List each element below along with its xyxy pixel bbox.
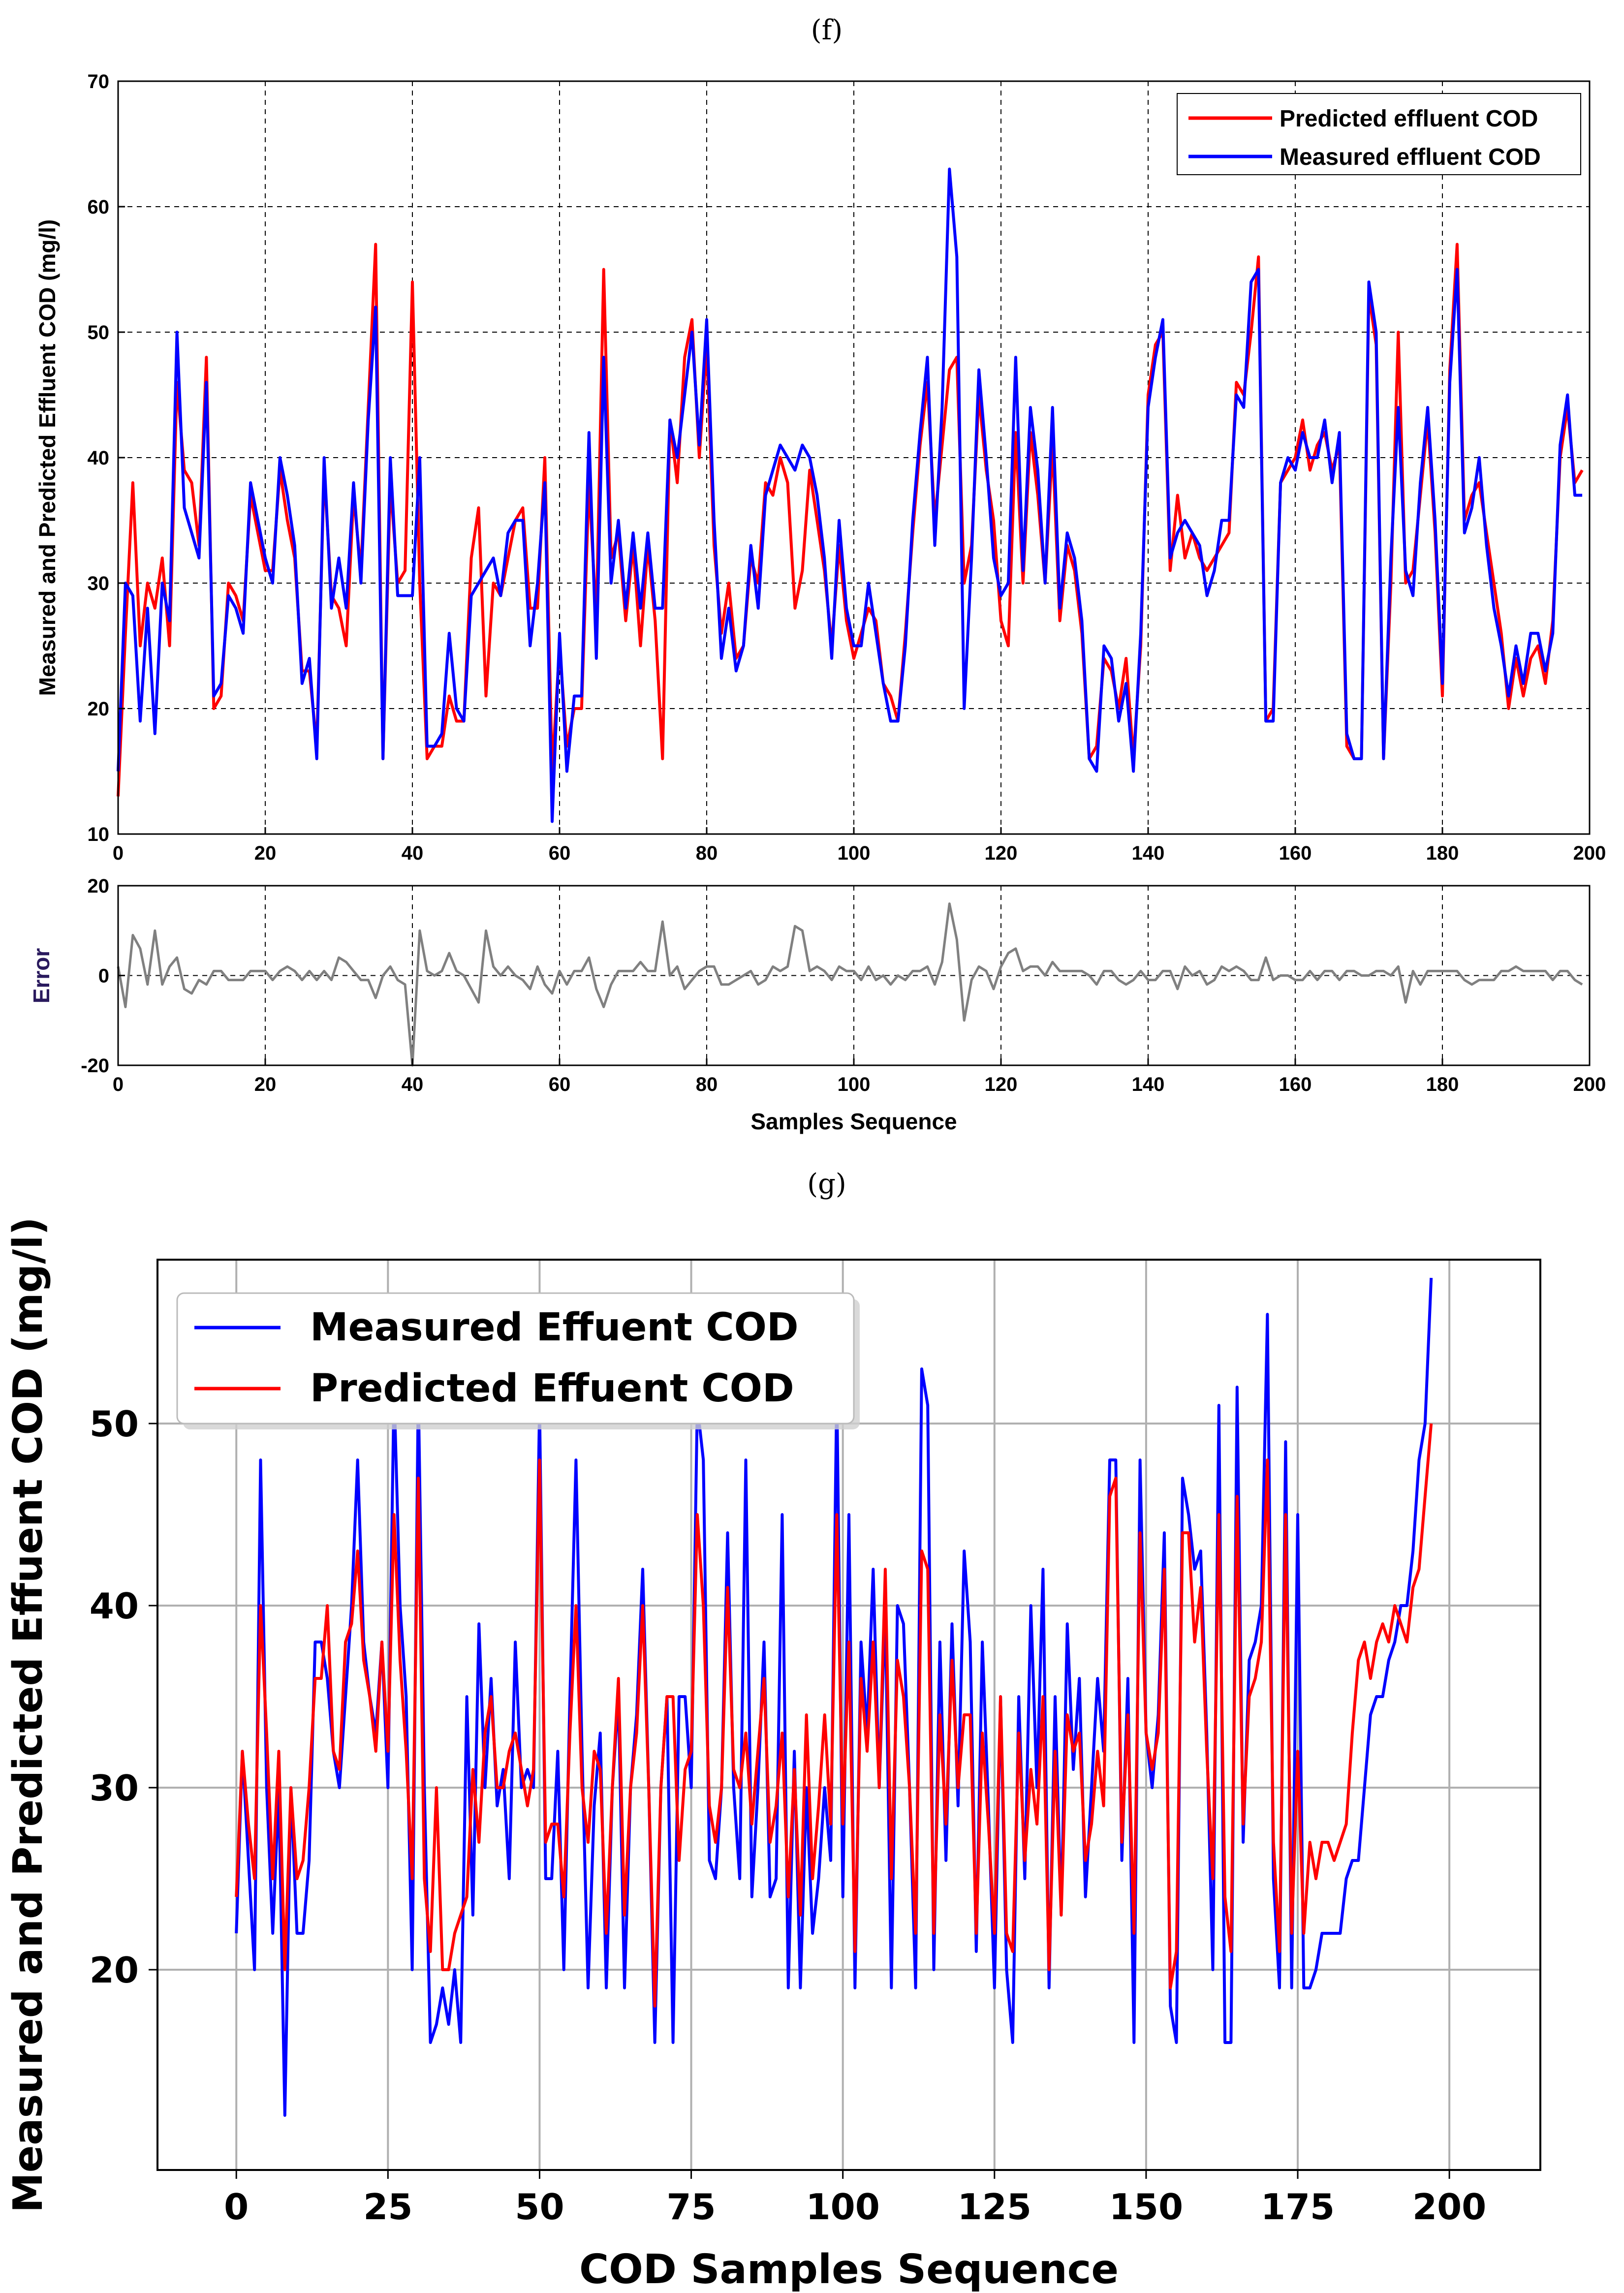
f-error-xtick-label-200: 200 [1573,1074,1606,1095]
f-main-xtick-label-180: 180 [1426,842,1459,864]
f-main-xtick-label-40: 40 [402,842,424,864]
chart-g: 0 25 50 75 100 125 150 175 200 20 30 40 50 Measured … [5,1217,1541,2293]
f-legend-label-predicted: Predicted effluent COD [1280,106,1538,132]
g-xtick-label-0: 0 [224,2186,249,2228]
f-legend-label-measured: Measured effluent COD [1280,144,1541,170]
f-main-ytick-label-50: 50 [88,322,110,343]
g-xtick-label-150: 150 [1109,2186,1183,2228]
f-main-xtick-label-60: 60 [549,842,571,864]
f-error-xtick-label-80: 80 [696,1074,718,1095]
f-main-xtick-label-20: 20 [254,842,277,864]
g-ticks: 0 25 50 75 100 125 150 175 200 20 30 40 50 [90,1403,1486,2228]
f-main-xtick-label-120: 120 [985,842,1018,864]
f-error-ytick-label-0: 0 [98,965,109,987]
f-main-xtick-label-200: 200 [1573,842,1606,864]
f-main-series-line-measured-effluent-cod [117,167,1583,823]
f-main-ytick-label-40: 40 [88,447,110,469]
chart-f-main: 0 20 40 60 80 100 120 140 160 180 200 10 20 30 40 50 60 7… [34,71,1606,864]
f-main-ytick-label-10: 10 [88,824,110,845]
f-error-xtick-label-20: 20 [254,1074,277,1095]
f-error-xtick-label-60: 60 [549,1074,571,1095]
f-error-xtick-label-160: 160 [1279,1074,1312,1095]
g-legend-label-measured: Measured Effuent COD [310,1305,799,1350]
f-main-series [117,167,1584,823]
f-error-xtick-label-180: 180 [1426,1074,1459,1095]
f-main-ytick-label-30: 30 [88,573,110,594]
f-main-ticks: 0 20 40 60 80 100 120 140 160 180 200 10 20 30 40 50 60 7… [88,71,1606,864]
g-xtick-label-100: 100 [806,2186,880,2228]
f-error-xtick-label-100: 100 [838,1074,871,1095]
f-main-xtick-label-140: 140 [1132,842,1165,864]
f-error-xlabel: Samples Sequence [750,1109,957,1134]
f-error-ylabel: Error [29,948,54,1004]
f-error-xtick-label-0: 0 [113,1074,124,1095]
f-error-ytick-label--20: -20 [81,1055,109,1077]
f-main-xtick-label-160: 160 [1279,842,1312,864]
f-error-xtick-label-120: 120 [985,1074,1018,1095]
panel-label-g: (g) [807,1168,846,1200]
f-error-ytick-label-20: 20 [88,875,110,897]
f-main-ytick-label-60: 60 [88,196,110,218]
panel-label-f: (f) [811,14,843,46]
f-main-legend: Predicted effluent COD Measured effluent… [1177,93,1581,175]
g-xtick-label-75: 75 [666,2186,716,2228]
g-ytick-label-20: 20 [90,1950,139,1991]
f-main-xtick-label-0: 0 [113,842,124,864]
g-legend-box [176,1292,855,1425]
f-error-xtick-label-140: 140 [1132,1074,1165,1095]
f-main-ytick-label-20: 20 [88,698,110,720]
g-series [235,1277,1433,2117]
g-ytick-label-50: 50 [90,1403,139,1445]
g-xtick-label-25: 25 [363,2186,412,2228]
g-xtick-label-200: 200 [1412,2186,1486,2228]
f-main-legend-box [1177,93,1581,175]
f-error-series [117,902,1583,1067]
g-ylabel: Measured and Predicted Effuent COD (mg/l… [5,1217,52,2213]
f-error-xtick-label-40: 40 [402,1074,424,1095]
g-xtick-label-125: 125 [958,2186,1031,2228]
g-ytick-label-40: 40 [90,1585,139,1627]
g-legend: Measured Effuent COD Predicted Effuent C… [176,1292,860,1429]
f-main-xtick-label-100: 100 [838,842,871,864]
g-xlabel: COD Samples Sequence [579,2246,1119,2293]
f-main-ylabel: Measured and Predicted Effluent COD (mg/… [34,219,60,696]
g-series-line-predicted-effuent-cod [235,1423,1433,2008]
g-plot-frame [156,1259,1541,2171]
g-xtick-label-50: 50 [515,2186,564,2228]
f-error-series-line-error [117,902,1583,1067]
f-main-xtick-label-80: 80 [696,842,718,864]
g-ytick-label-30: 30 [90,1767,139,1809]
f-main-ytick-label-70: 70 [88,71,110,93]
g-xtick-label-175: 175 [1261,2186,1335,2228]
g-legend-label-predicted: Predicted Effuent COD [310,1366,794,1411]
